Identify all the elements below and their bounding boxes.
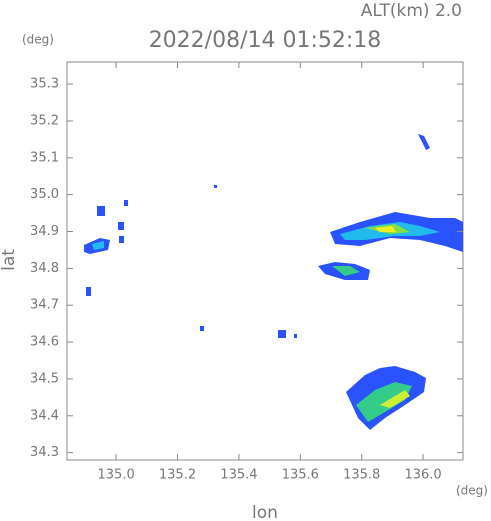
x-tick-label: 135.8	[343, 468, 380, 483]
echo	[380, 390, 410, 408]
y-tick-label: 35.1	[30, 150, 59, 165]
echoes	[84, 134, 463, 430]
x-unit: (deg)	[456, 484, 488, 498]
echo	[356, 382, 412, 422]
y-unit: (deg)	[22, 33, 54, 47]
y-tick-label: 34.6	[30, 335, 59, 350]
y-tick-label: 34.7	[30, 298, 59, 313]
altitude-label: ALT(km) 2.0	[361, 1, 462, 21]
x-axis-title: lon	[252, 503, 278, 521]
echo	[118, 222, 124, 230]
echo	[119, 236, 124, 243]
echo	[214, 185, 217, 188]
y-tick-label: 35.2	[30, 113, 59, 128]
chart-title: 2022/08/14 01:52:18	[149, 28, 382, 53]
y-tick-label: 34.9	[30, 224, 59, 239]
echo	[418, 134, 430, 150]
echo	[124, 200, 128, 206]
echo	[92, 241, 104, 250]
x-tick-label: 135.0	[98, 468, 135, 483]
echo	[278, 330, 286, 338]
y-tick-label: 34.5	[30, 371, 59, 386]
y-tick-label: 35.0	[30, 187, 59, 202]
echo	[294, 334, 297, 338]
y-tick-label: 34.4	[30, 408, 59, 423]
echo	[332, 266, 360, 276]
x-tick-label: 135.2	[159, 468, 196, 483]
echo	[375, 226, 396, 232]
x-tick-label: 135.6	[282, 468, 319, 483]
plot-frame	[66, 61, 464, 461]
echo	[200, 326, 204, 331]
y-axis-title: lat	[0, 249, 19, 271]
x-tick-label: 136.0	[404, 468, 441, 483]
y-tick-label: 35.3	[30, 77, 59, 92]
x-tick-label: 135.4	[220, 468, 257, 483]
y-tick-label: 34.3	[30, 445, 59, 460]
y-tick-label: 34.8	[30, 261, 59, 276]
echo	[86, 287, 91, 296]
echo	[97, 206, 105, 216]
